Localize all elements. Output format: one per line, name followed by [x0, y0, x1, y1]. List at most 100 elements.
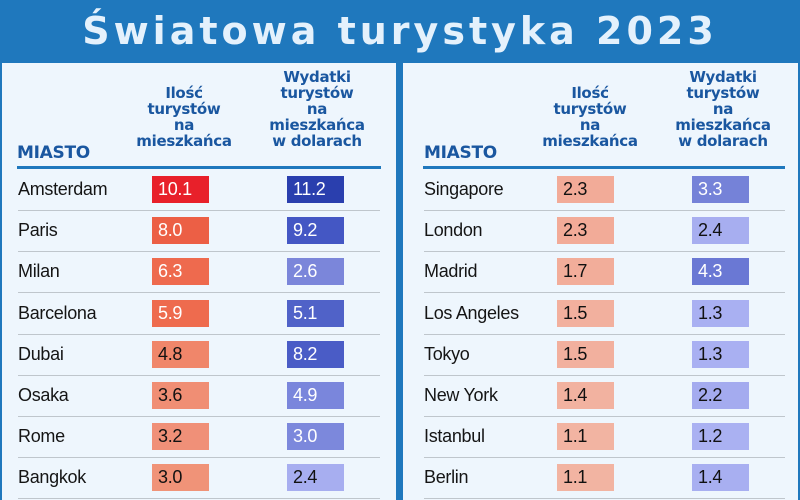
city-name: Bangkok — [18, 467, 86, 488]
city-name: Osaka — [18, 385, 69, 405]
row-divider — [424, 333, 785, 335]
spending-value: 2.4 — [287, 464, 344, 492]
tourists-value: 1.5 — [557, 299, 614, 327]
header-line: na — [173, 116, 195, 134]
city-name: Milan — [18, 261, 60, 282]
row-divider — [18, 457, 380, 459]
table-row: Singapore 2.3 3.3 — [424, 170, 785, 211]
spending-value: 9.2 — [287, 217, 344, 245]
tourists-value: 2.3 — [557, 176, 614, 203]
row-divider — [424, 416, 785, 417]
row-divider — [424, 457, 785, 459]
city-name: Madrid — [424, 261, 478, 282]
city-name: Dubai — [18, 343, 64, 364]
tourists-value: 6.3 — [152, 258, 209, 286]
row-divider — [18, 333, 380, 335]
table-row: Los Angeles 1.5 1.3 — [424, 294, 785, 335]
header-line: Ilość — [165, 84, 203, 102]
header-rule — [17, 166, 381, 169]
city-name: Paris — [18, 220, 58, 241]
left-table-panel: MIASTO Ilość turystów na mieszkańca Wyda… — [2, 63, 396, 500]
city-name: London — [424, 220, 483, 241]
header-line: Ilość — [571, 84, 609, 102]
spending-value: 4.9 — [287, 382, 344, 409]
row-divider — [18, 210, 380, 211]
header-tourists: Ilość turystów na mieszkańca — [124, 85, 244, 149]
city-name: Istanbul — [424, 426, 485, 447]
tourists-value: 1.7 — [557, 258, 614, 286]
header-line: w dolarach — [272, 132, 362, 150]
header-line: turystów — [686, 84, 760, 102]
city-name: Barcelona — [18, 302, 97, 323]
city-name: New York — [424, 385, 498, 405]
table-row: Paris 8.0 9.2 — [18, 211, 380, 253]
table-row: Istanbul 1.1 1.2 — [424, 417, 785, 459]
table-row: Dubai 4.8 8.2 — [18, 335, 380, 376]
spending-value: 8.2 — [287, 340, 344, 368]
row-divider — [424, 251, 785, 253]
table-row: Rome 3.2 3.0 — [18, 417, 380, 459]
header-rule — [423, 166, 785, 169]
spending-value: 2.6 — [287, 258, 344, 286]
spending-value: 4.3 — [692, 258, 749, 286]
row-divider — [18, 292, 380, 294]
spending-value: 1.2 — [692, 423, 749, 451]
spending-value: 3.3 — [692, 176, 749, 203]
header-line: w dolarach — [678, 132, 768, 150]
tourists-value: 3.2 — [152, 423, 209, 451]
row-divider — [424, 498, 785, 500]
table-row: Madrid 1.7 4.3 — [424, 252, 785, 294]
header-city: MIASTO — [424, 143, 497, 163]
row-divider — [18, 374, 380, 376]
table-row: Amsterdam 10.1 11.2 — [18, 170, 380, 211]
header-city: MIASTO — [17, 143, 90, 163]
row-divider — [424, 374, 785, 376]
row-divider — [18, 498, 380, 500]
row-divider — [424, 210, 785, 211]
header-line: mieszkańca — [542, 132, 638, 150]
header-line: na — [306, 100, 328, 118]
header-line: turystów — [553, 100, 627, 118]
table-row: New York 1.4 2.2 — [424, 376, 785, 417]
spending-value: 1.3 — [692, 340, 749, 368]
tourists-value: 10.1 — [152, 176, 209, 203]
header-line: turystów — [280, 84, 354, 102]
spending-value: 2.4 — [692, 217, 749, 245]
tourists-value: 3.6 — [152, 382, 209, 409]
row-divider — [424, 292, 785, 294]
spending-value: 11.2 — [287, 176, 344, 203]
header-line: mieszkańca — [136, 132, 232, 150]
spending-value: 1.3 — [692, 299, 749, 327]
right-table-panel: MIASTO Ilość turystów na mieszkańca Wyda… — [403, 63, 798, 500]
header-tourists: Ilość turystów na mieszkańca — [530, 85, 650, 149]
header-line: Wydatki — [283, 68, 351, 86]
table-row: Berlin 1.1 1.4 — [424, 458, 785, 500]
header-line: mieszkańca — [269, 116, 365, 134]
tourists-value: 4.8 — [152, 340, 209, 368]
header-line: na — [712, 100, 734, 118]
table-row: Tokyo 1.5 1.3 — [424, 335, 785, 376]
city-name: Los Angeles — [424, 302, 519, 323]
table-row: London 2.3 2.4 — [424, 211, 785, 253]
tourists-value: 8.0 — [152, 217, 209, 245]
tourists-value: 1.1 — [557, 423, 614, 451]
row-divider — [18, 416, 380, 417]
city-name: Singapore — [424, 179, 504, 199]
header-line: na — [579, 116, 601, 134]
header-spending: Wydatki turystów na mieszkańca w dolarac… — [663, 69, 783, 149]
page-title: Światowa turystyka 2023 — [82, 9, 718, 53]
header-line: turystów — [147, 100, 221, 118]
header-spending: Wydatki turystów na mieszkańca w dolarac… — [257, 69, 377, 149]
table-row: Milan 6.3 2.6 — [18, 252, 380, 294]
header-line: mieszkańca — [675, 116, 771, 134]
tourists-value: 1.1 — [557, 464, 614, 492]
spending-value: 5.1 — [287, 299, 344, 327]
spending-value: 1.4 — [692, 464, 749, 492]
header-line: Wydatki — [689, 68, 757, 86]
tourists-value: 3.0 — [152, 464, 209, 492]
city-name: Tokyo — [424, 343, 470, 364]
tourists-value: 1.5 — [557, 340, 614, 368]
city-name: Berlin — [424, 467, 469, 488]
tourists-value: 1.4 — [557, 382, 614, 409]
table-row: Barcelona 5.9 5.1 — [18, 294, 380, 335]
